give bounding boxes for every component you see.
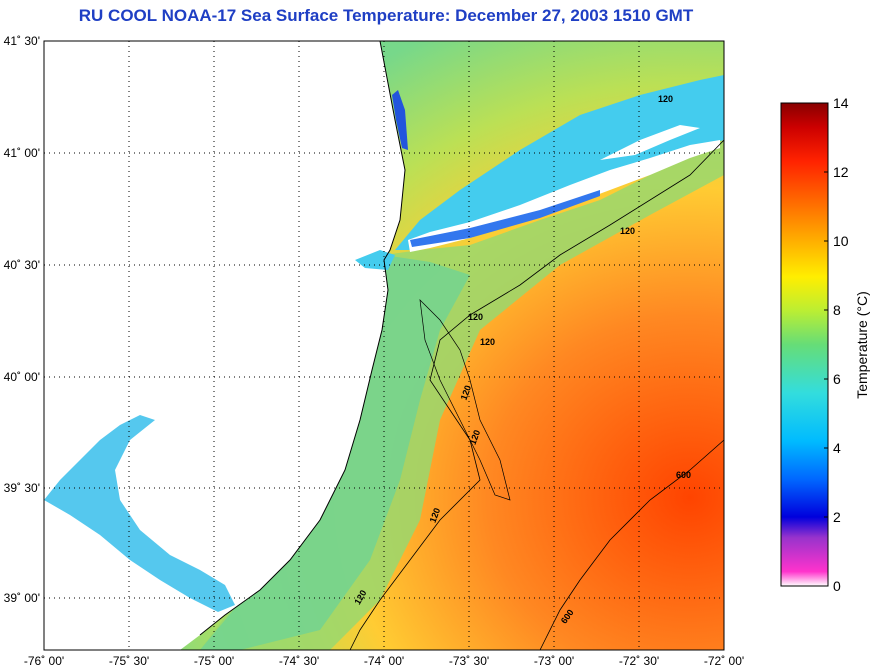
- isobath-600: [539, 439, 724, 650]
- contour-label: 120: [658, 94, 673, 104]
- colorbar-tick-label: 0: [833, 578, 841, 594]
- latitude-tick-label: 40˚ 00': [4, 370, 40, 384]
- long-island-north-fork: [600, 125, 700, 160]
- map-title: RU COOL NOAA-17 Sea Surface Temperature:…: [78, 6, 694, 25]
- longitude-tick-label: -75˚ 30': [109, 654, 149, 668]
- contour-label: 120: [468, 312, 483, 322]
- longitude-tick-label: -72˚ 00': [704, 654, 744, 668]
- isobath-120-inner: [419, 299, 511, 501]
- latitude-labels: 41˚ 30' 41˚ 00' 40˚ 30' 40˚ 00' 39˚ 30' 39˚ 0…: [4, 34, 40, 605]
- colorbar-tick-label: 14: [833, 95, 849, 111]
- colorbar-tick-label: 2: [833, 509, 841, 525]
- graticule: [44, 41, 724, 650]
- longitude-labels: -76˚ 00' -75˚ 30' -75˚ 00' -74˚ 30' -74˚ 00'…: [24, 654, 744, 668]
- contour-label: 120: [620, 226, 635, 236]
- south-shore-cold-strip: [410, 190, 600, 247]
- delaware-bay: [44, 415, 235, 612]
- long-island-sound: [395, 75, 724, 250]
- latitude-tick-label: 40˚ 30': [4, 258, 40, 272]
- longitude-tick-label: -76˚ 00': [24, 654, 64, 668]
- contour-label: 600: [676, 470, 691, 480]
- colorbar-label: Temperature (°C): [854, 291, 870, 399]
- latitude-tick-label: 39˚ 00': [4, 591, 40, 605]
- longitude-tick-label: -72˚ 30': [619, 654, 659, 668]
- colorbar-tick-label: 6: [833, 371, 841, 387]
- latitude-tick-label: 41˚ 00': [4, 146, 40, 160]
- longitude-tick-label: -73˚ 00': [534, 654, 574, 668]
- colorbar-ticks: 14 12 10 8 6 4 2 0: [824, 95, 849, 594]
- longitude-tick-label: -74˚ 30': [279, 654, 319, 668]
- contour-label: 120: [468, 429, 483, 447]
- nearshore-cool-band: [200, 255, 470, 650]
- longitude-tick-label: -74˚ 00': [364, 654, 404, 668]
- colorbar-tick-label: 8: [833, 302, 841, 318]
- colorbar-tick-label: 4: [833, 440, 841, 456]
- map-area: 120 120 120 120 120 120 120 120 600 600: [44, 41, 724, 650]
- contour-label: 120: [428, 507, 443, 525]
- map-frame: [43, 40, 725, 651]
- colorbar-tick-label: 10: [833, 233, 849, 249]
- latitude-tick-label: 41˚ 30': [4, 34, 40, 48]
- colorbar: [780, 102, 829, 587]
- colorbar-tick-label: 12: [833, 164, 849, 180]
- coastline: [199, 41, 406, 636]
- latitude-tick-label: 39˚ 30': [4, 481, 40, 495]
- longitude-tick-label: -75˚ 00': [194, 654, 234, 668]
- contour-label: 120: [459, 384, 474, 402]
- hudson-river: [392, 90, 408, 150]
- isobath-120: [349, 139, 724, 650]
- longitude-tick-label: -73˚ 30': [449, 654, 489, 668]
- land-mainland: [44, 41, 405, 650]
- contour-label: 120: [480, 337, 495, 347]
